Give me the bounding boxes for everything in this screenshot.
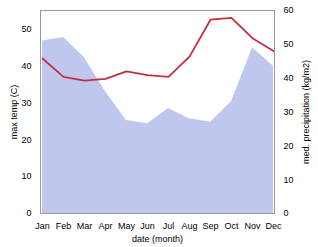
- svg-text:30: 30: [21, 98, 31, 108]
- svg-text:40: 40: [21, 61, 31, 71]
- svg-text:Apr: Apr: [98, 221, 112, 231]
- svg-text:Jan: Jan: [35, 221, 50, 231]
- svg-text:Jun: Jun: [140, 221, 155, 231]
- svg-text:60: 60: [284, 5, 294, 15]
- svg-text:0: 0: [284, 208, 289, 218]
- svg-text:50: 50: [284, 39, 294, 49]
- svg-text:Dec: Dec: [265, 221, 282, 231]
- svg-text:10: 10: [284, 175, 294, 185]
- svg-text:Nov: Nov: [244, 221, 261, 231]
- svg-text:date (month): date (month): [132, 234, 183, 244]
- svg-text:Feb: Feb: [56, 221, 72, 231]
- svg-text:Aug: Aug: [181, 221, 197, 231]
- svg-text:40: 40: [284, 73, 294, 83]
- svg-text:0: 0: [26, 208, 31, 218]
- svg-text:med. precipitation (kg/m2): med. precipitation (kg/m2): [301, 60, 311, 164]
- svg-text:Oct: Oct: [224, 221, 239, 231]
- svg-text:30: 30: [284, 107, 294, 117]
- svg-text:Jul: Jul: [163, 221, 175, 231]
- svg-text:50: 50: [21, 24, 31, 34]
- svg-text:20: 20: [284, 141, 294, 151]
- svg-text:Mar: Mar: [77, 221, 93, 231]
- svg-text:max temp (C): max temp (C): [9, 85, 19, 140]
- svg-text:May: May: [118, 221, 136, 231]
- svg-text:Sep: Sep: [202, 221, 218, 231]
- svg-text:10: 10: [21, 171, 31, 181]
- svg-text:20: 20: [21, 135, 31, 145]
